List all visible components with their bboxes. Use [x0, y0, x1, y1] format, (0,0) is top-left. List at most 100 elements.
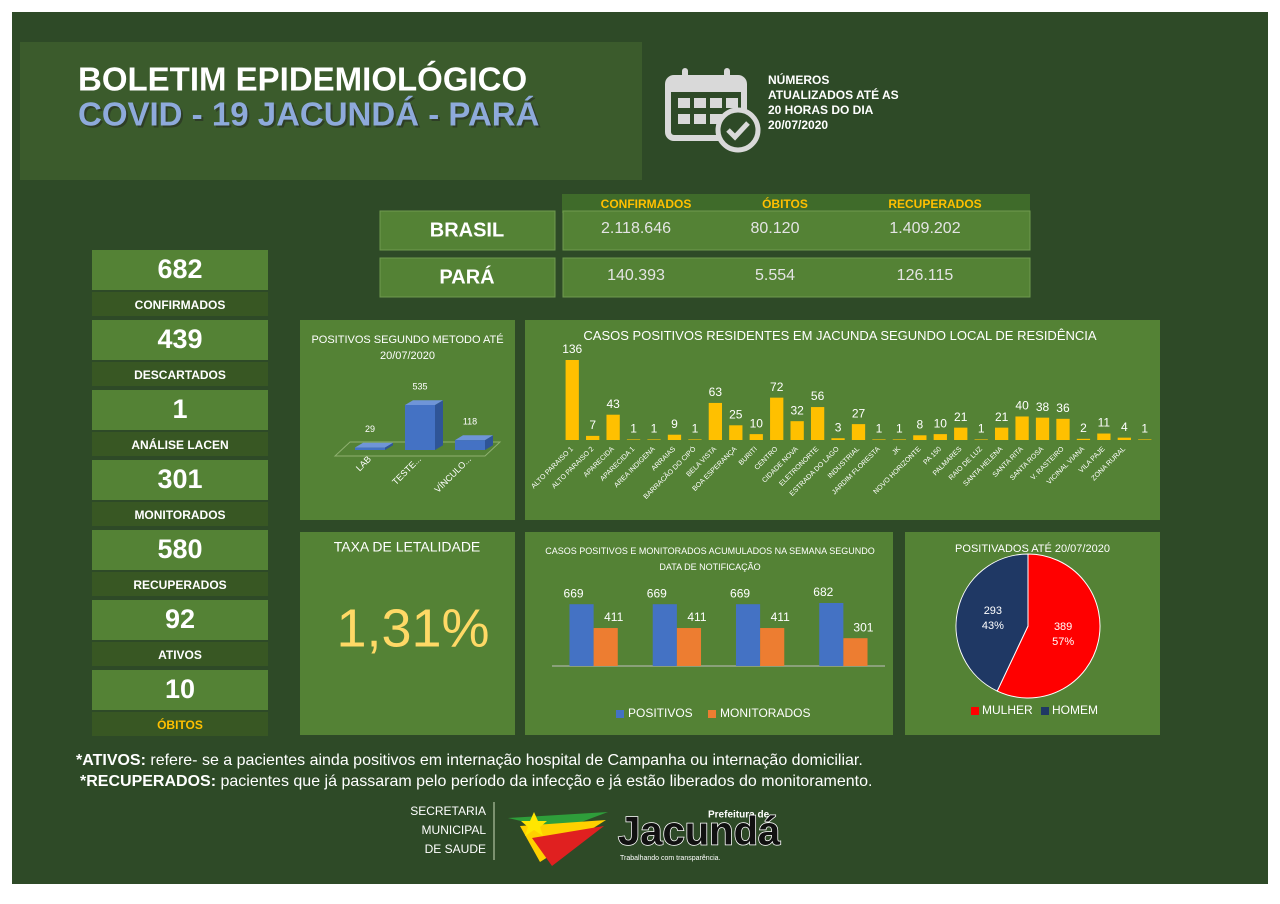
- value-label: 1: [1141, 422, 1148, 436]
- chart-title: CASOS POSITIVOS E MONITORADOS ACUMULADOS…: [545, 546, 875, 572]
- bar: [626, 439, 641, 440]
- indicator-label: ATIVOS: [158, 648, 202, 662]
- indicator-box: [92, 530, 268, 570]
- row-value: 126.115: [897, 267, 954, 284]
- bar-side: [435, 400, 443, 450]
- bar: [455, 440, 485, 450]
- bar: [831, 438, 845, 440]
- row-value: 2.118.646: [601, 220, 671, 237]
- bar-top: [355, 442, 393, 448]
- header-box: [20, 42, 642, 180]
- bar: [843, 638, 868, 666]
- row-value: 80.120: [751, 220, 800, 237]
- indicator-label-band: [92, 572, 268, 596]
- update-note: ATUALIZADOS ATÉ AS: [768, 87, 899, 102]
- department: MUNICIPAL: [422, 823, 487, 837]
- chart-title: POSITIVADOS ATÉ 20/07/2020: [955, 543, 1110, 555]
- logo-name: Jacundá: [618, 810, 781, 854]
- value-label: 4: [1121, 420, 1128, 434]
- bar: [593, 628, 618, 666]
- value-label: 669: [647, 586, 667, 600]
- footnote: *ATIVOS: refere- se a pacientes ainda po…: [76, 752, 863, 769]
- bar: [1097, 433, 1111, 440]
- value-label: 411: [604, 610, 623, 624]
- bar: [652, 604, 677, 666]
- indicator-label-band: [92, 712, 268, 736]
- indicator-box: [92, 600, 268, 640]
- value-label: 1: [896, 422, 903, 436]
- chart-title-box: CASOS POSITIVOS RESIDENTES EM JACUNDA SE…: [583, 328, 1096, 343]
- bar: [892, 439, 907, 440]
- value-label: 118: [463, 416, 477, 426]
- bar: [1076, 438, 1091, 440]
- bar: [749, 434, 763, 440]
- indicator-label-band: [92, 642, 268, 666]
- bar: [872, 439, 886, 440]
- footnote-term: *ATIVOS:: [76, 752, 146, 769]
- footnote-term: *RECUPERADOS:: [80, 773, 216, 790]
- bar: [688, 439, 702, 440]
- value-label: 669: [564, 586, 584, 600]
- slice-percent: 43%: [982, 620, 1004, 632]
- value-label: 27: [852, 406, 866, 420]
- pie-slice: [955, 553, 1029, 692]
- x-tick-label: JK: [891, 446, 902, 457]
- row-values-box: [562, 210, 1031, 251]
- legend-swatch: [971, 707, 979, 715]
- floor: [333, 441, 502, 457]
- bar: [1035, 417, 1050, 440]
- bar: [851, 424, 866, 440]
- row-name: BRASIL: [430, 219, 504, 241]
- legend-swatch: [616, 710, 624, 718]
- value-label: 1: [978, 422, 985, 436]
- value-label: 36: [1056, 401, 1070, 415]
- bar-top: [405, 400, 443, 405]
- panel: [525, 320, 1160, 520]
- department: DE SAUDE: [425, 842, 486, 856]
- legend-swatch: [708, 710, 716, 718]
- bar-side: [385, 442, 393, 450]
- bar-top: [455, 435, 493, 441]
- department: SECRETARIA: [410, 804, 486, 818]
- value-label: 1: [876, 422, 883, 436]
- row-value: 1.409.202: [889, 220, 960, 237]
- row-name-box: [379, 257, 556, 298]
- row-value: 5.554: [755, 267, 795, 284]
- indicator-value: 10: [165, 674, 195, 704]
- value-label: 669: [730, 586, 750, 600]
- value-label: 11: [1098, 416, 1111, 430]
- value-label: 32: [790, 403, 804, 417]
- title: BOLETIM EPIDEMIOLÓGICO: [78, 61, 527, 98]
- value-label: 38: [1036, 400, 1050, 414]
- indicator-value: 439: [157, 324, 202, 354]
- table-column: RECUPERADOS: [888, 197, 981, 211]
- subtitle-shadow: COVID - 19 JACUNDÁ - PARÁ: [80, 98, 541, 135]
- indicator-value: 92: [165, 604, 195, 634]
- comparison-table: [562, 194, 1030, 213]
- value-label: 411: [687, 610, 706, 624]
- lethality-value: 1,31%: [336, 598, 489, 658]
- bar: [954, 427, 968, 440]
- indicator-box: [92, 250, 268, 290]
- indicator-box: [92, 390, 268, 430]
- indicator-value: 1: [172, 394, 187, 424]
- value-label: 301: [853, 620, 873, 634]
- indicator-label-band: [92, 292, 268, 316]
- chart-title-box: POSITIVOS SEGUNDO METODO ATÉ 20/07/2020: [311, 334, 503, 362]
- lethality-title: TAXA DE LETALIDADE: [334, 539, 481, 555]
- value-label: 21: [995, 410, 1009, 424]
- slice-value: 389: [1054, 621, 1072, 633]
- value-label: 2: [1080, 421, 1087, 435]
- table-column: ÓBITOS: [762, 196, 808, 211]
- update-note: 20 HORAS DO DIA: [768, 103, 874, 117]
- subtitle: COVID - 19 JACUNDÁ - PARÁ: [78, 96, 539, 133]
- indicator-label: ÓBITOS: [157, 717, 203, 732]
- bar: [790, 421, 804, 440]
- slice-value: 293: [984, 605, 1002, 617]
- bar: [565, 360, 579, 440]
- indicator-value: 682: [157, 254, 202, 284]
- value-label: 10: [934, 416, 948, 430]
- update-note: 20/07/2020: [768, 118, 828, 132]
- indicator-box: [92, 320, 268, 360]
- bar: [810, 407, 825, 440]
